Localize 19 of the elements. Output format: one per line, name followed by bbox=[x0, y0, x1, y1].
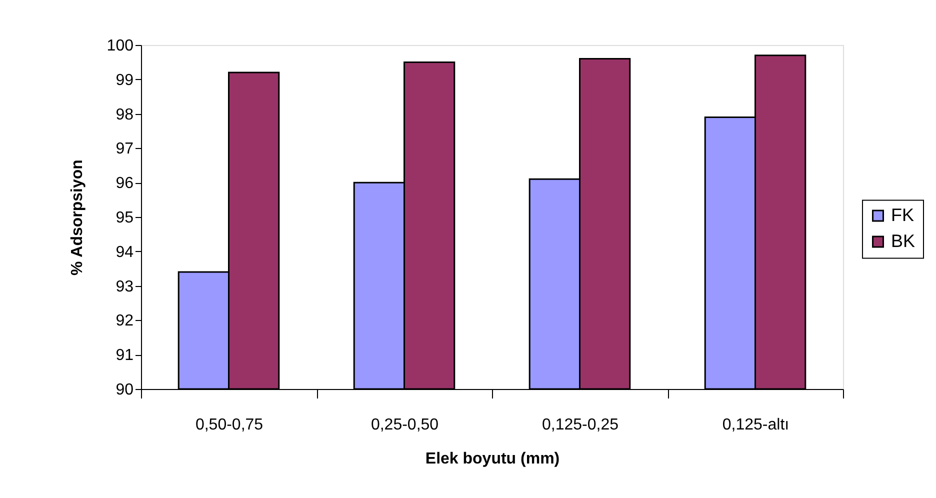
y-tick-label: 94 bbox=[116, 244, 134, 261]
y-tick-label: 100 bbox=[106, 38, 134, 54]
y-tick-label: 91 bbox=[116, 347, 134, 364]
legend-label: FK bbox=[891, 204, 914, 225]
y-tick-label: 97 bbox=[116, 140, 134, 158]
x-axis-title: Elek boyutu (mm) bbox=[425, 450, 560, 468]
y-tick-label: 92 bbox=[116, 312, 134, 330]
x-tick-label: 0,50-0,75 bbox=[195, 416, 264, 434]
y-tick-label: 95 bbox=[116, 210, 134, 226]
x-tick-label: 0,125-altı bbox=[722, 416, 790, 434]
y-tick-label: 93 bbox=[116, 278, 134, 296]
y-axis-title: % Adsorpsiyon bbox=[68, 160, 86, 276]
legend-label: BK bbox=[891, 230, 916, 251]
x-tick-label: 0,125-0,25 bbox=[542, 416, 619, 434]
y-tick-label: 90 bbox=[116, 382, 134, 398]
x-tick-label: 0,25-0,50 bbox=[370, 416, 439, 434]
y-tick-label: 98 bbox=[116, 106, 134, 124]
y-tick-label: 96 bbox=[116, 175, 134, 192]
y-tick-label: 99 bbox=[116, 72, 134, 89]
